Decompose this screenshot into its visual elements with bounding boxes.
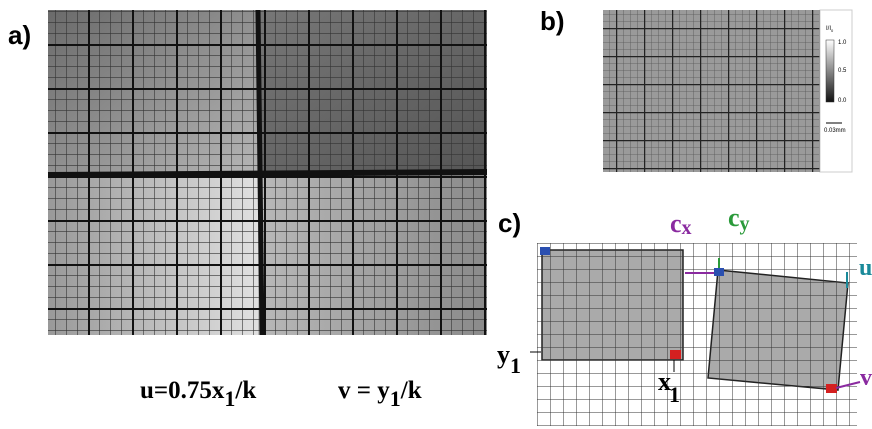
image-b (603, 9, 853, 173)
annotation-x1: x1 (658, 367, 680, 407)
colorbar-tick: 1.0 (838, 40, 847, 46)
annotation-cy: cy (728, 203, 750, 235)
colorbar-tick: 0.5 (838, 68, 847, 74)
equation: v = y1/k (338, 377, 422, 411)
annotation-v: v (860, 365, 872, 391)
annotation-u: u (859, 255, 872, 281)
scale-bar-label: 0.03mm (824, 128, 846, 134)
panel-label: a) (8, 20, 31, 50)
annotation-y1: y1 (497, 340, 521, 378)
panel-label: c) (498, 208, 521, 238)
grid-diagram (530, 243, 861, 426)
equation: u=0.75x1/k (140, 377, 256, 411)
annotation-cx: cx (670, 209, 692, 239)
image-a (47, 9, 488, 336)
panel-label: b) (540, 6, 565, 36)
colorbar-tick: 0.0 (838, 98, 847, 104)
colorbar-title: I/I0 (826, 26, 834, 33)
